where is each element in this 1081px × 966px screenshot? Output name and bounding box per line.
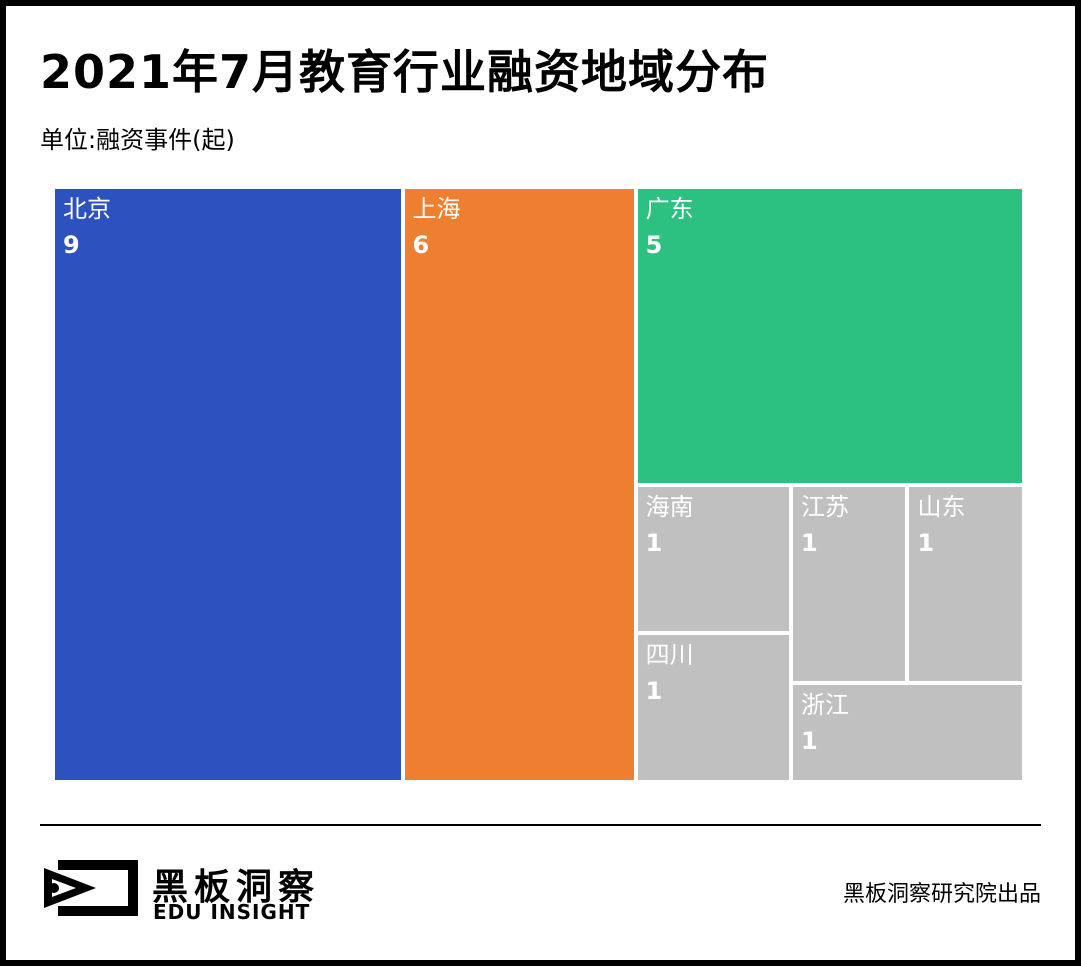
cell-value: 6 [412, 231, 430, 259]
cell-label: 广东 [645, 195, 694, 223]
chart-title: 2021年7月教育行业融资地域分布 [40, 45, 770, 99]
cell-value: 1 [917, 528, 935, 557]
treemap-cell: 北京 9 [53, 187, 403, 782]
footer-divider [40, 824, 1041, 826]
cell-value: 1 [645, 528, 663, 557]
cell-value: 1 [645, 677, 663, 706]
cell-value: 1 [800, 726, 818, 755]
treemap-cell: 江苏 1 [790, 484, 908, 683]
footer-credit: 黑板洞察研究院出品 [842, 882, 1041, 907]
treemap-cell: 浙江 1 [790, 682, 1024, 782]
cell-value: 5 [645, 231, 663, 259]
cell-label: 山东 [917, 492, 966, 521]
treemap-cell: 海南 1 [635, 484, 791, 634]
cell-value: 1 [800, 528, 818, 557]
edu-insight-logo-icon [44, 860, 138, 916]
cell-label: 上海 [412, 195, 461, 223]
brand-name-cn: 黑板洞察 [152, 867, 321, 908]
treemap-cell: 山东 1 [907, 484, 1024, 683]
cell-label: 江苏 [800, 492, 849, 521]
cell-label: 四川 [645, 641, 694, 670]
treemap-chart: 北京 9 上海 6 广东 5 海南 1 四川 1 江苏 1 山东 1 浙江 1 [53, 187, 1024, 782]
treemap-cell: 四川 1 [635, 633, 791, 782]
cell-label: 浙江 [800, 690, 849, 719]
cell-value: 9 [63, 231, 80, 259]
brand-name-en: EDU INSIGHT [153, 900, 311, 924]
treemap-cell: 广东 5 [635, 187, 1024, 485]
cell-label: 海南 [645, 492, 694, 521]
cell-label: 北京 [63, 195, 111, 223]
treemap-cell: 上海 6 [402, 187, 636, 782]
chart-unit: 单位:融资事件(起) [40, 126, 235, 154]
